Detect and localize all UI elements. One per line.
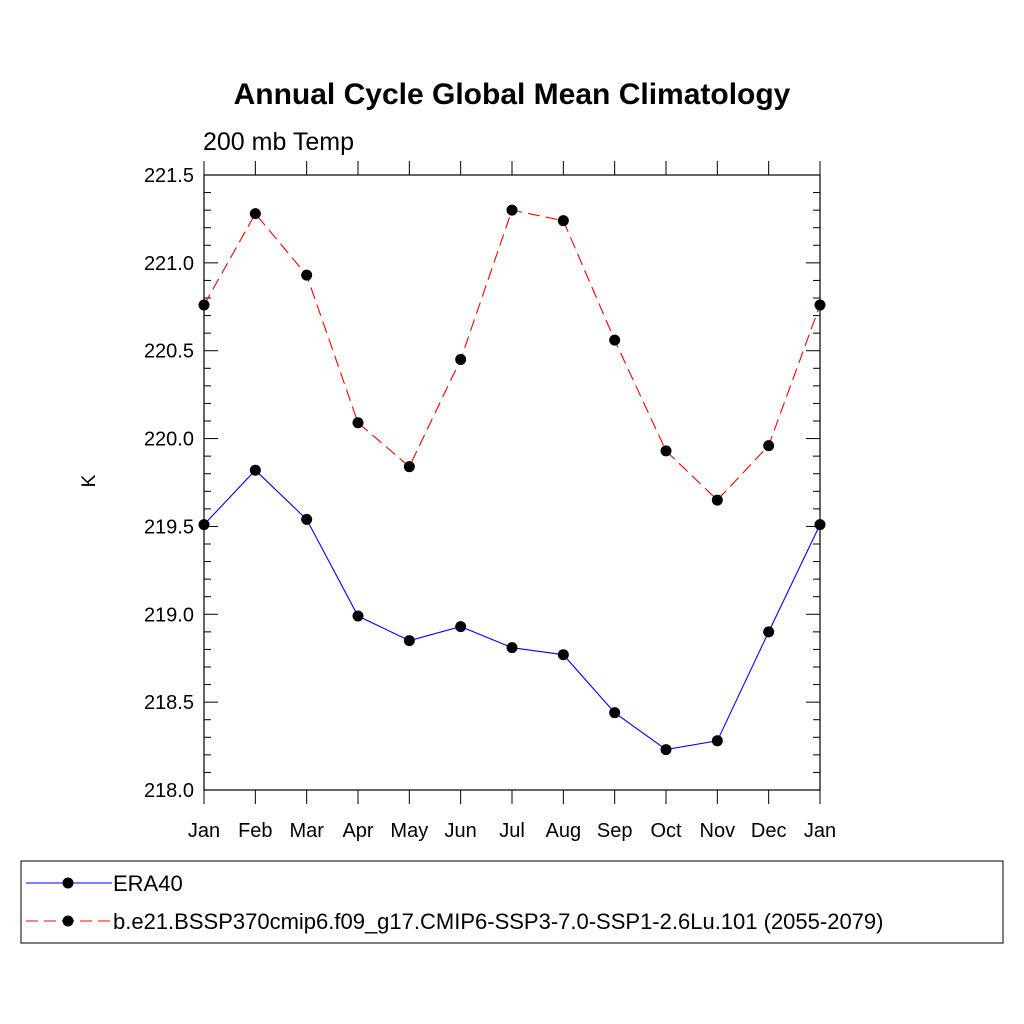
- legend-marker: [62, 877, 74, 889]
- plot-frame: [203, 174, 821, 791]
- series-1: [198, 464, 826, 756]
- y-tick-label: 221.0: [144, 253, 194, 275]
- data-point: [711, 494, 723, 506]
- data-point: [249, 464, 261, 476]
- chart-subtitle: 200 mb Temp: [203, 128, 354, 156]
- data-point: [660, 744, 672, 756]
- y-tick-label: 220.5: [144, 341, 194, 363]
- legend-items: ERA40 b.e21.BSSP370cmip6.f09_g17.CMIP6-SS…: [26, 871, 883, 934]
- data-point: [352, 610, 364, 622]
- x-tick-label: Aug: [546, 820, 582, 842]
- x-tick-label: Feb: [238, 820, 272, 842]
- legend-label: b.e21.BSSP370cmip6.f09_g17.CMIP6-SSP3-7.…: [113, 909, 883, 934]
- x-tick-label: Apr: [342, 820, 373, 842]
- legend: ERA40 b.e21.BSSP370cmip6.f09_g17.CMIP6-SS…: [20, 860, 1004, 944]
- x-tick-label: Jan: [804, 820, 836, 842]
- legend-item: b.e21.BSSP370cmip6.f09_g17.CMIP6-SSP3-7.…: [26, 909, 883, 934]
- y-tick-label: 218.0: [144, 780, 194, 802]
- axis-tick-labels: 218.0 218.5 219.0 219.5 220.0 220.5 221.0 221.5…: [144, 165, 836, 842]
- series-2: [198, 204, 826, 506]
- data-point: [557, 215, 569, 227]
- data-point: [403, 461, 415, 473]
- legend-label: ERA40: [113, 871, 183, 896]
- data-point: [506, 642, 518, 654]
- data-point: [301, 269, 313, 281]
- data-point: [249, 208, 261, 220]
- series-line: [203, 469, 821, 751]
- x-tick-label: Jan: [188, 820, 220, 842]
- legend-item: ERA40: [26, 871, 183, 896]
- chart-title: Annual Cycle Global Mean Climatology: [234, 78, 791, 111]
- y-tick-label: 218.5: [144, 692, 194, 714]
- x-tick-label: Oct: [650, 820, 682, 842]
- data-point: [609, 334, 621, 346]
- y-tick-label: 220.0: [144, 429, 194, 451]
- y-tick-label: 219.0: [144, 604, 194, 626]
- x-tick-label: Jul: [499, 820, 525, 842]
- data-point: [711, 735, 723, 747]
- data-point: [763, 626, 775, 638]
- axis-ticks: [203, 161, 821, 804]
- data-point: [557, 649, 569, 661]
- y-tick-label: 219.5: [144, 516, 194, 538]
- series-line: [203, 209, 821, 501]
- series-layer: [198, 204, 826, 756]
- data-point: [403, 635, 415, 647]
- y-axis-label: K: [79, 474, 100, 487]
- y-tick-label: 221.5: [144, 165, 194, 187]
- legend-box: [20, 860, 1004, 944]
- data-point: [506, 204, 518, 216]
- x-tick-label: May: [390, 820, 428, 842]
- legend-marker: [62, 915, 74, 927]
- data-point: [609, 707, 621, 719]
- x-tick-label: Mar: [289, 820, 324, 842]
- data-point: [455, 354, 467, 365]
- data-point: [455, 621, 467, 633]
- data-point: [763, 440, 775, 452]
- data-point: [301, 513, 313, 525]
- data-point: [660, 445, 672, 457]
- x-tick-label: Jun: [445, 820, 477, 842]
- data-point: [352, 417, 364, 429]
- x-tick-label: Nov: [700, 820, 736, 842]
- x-tick-label: Sep: [597, 820, 633, 842]
- x-tick-label: Dec: [751, 820, 787, 842]
